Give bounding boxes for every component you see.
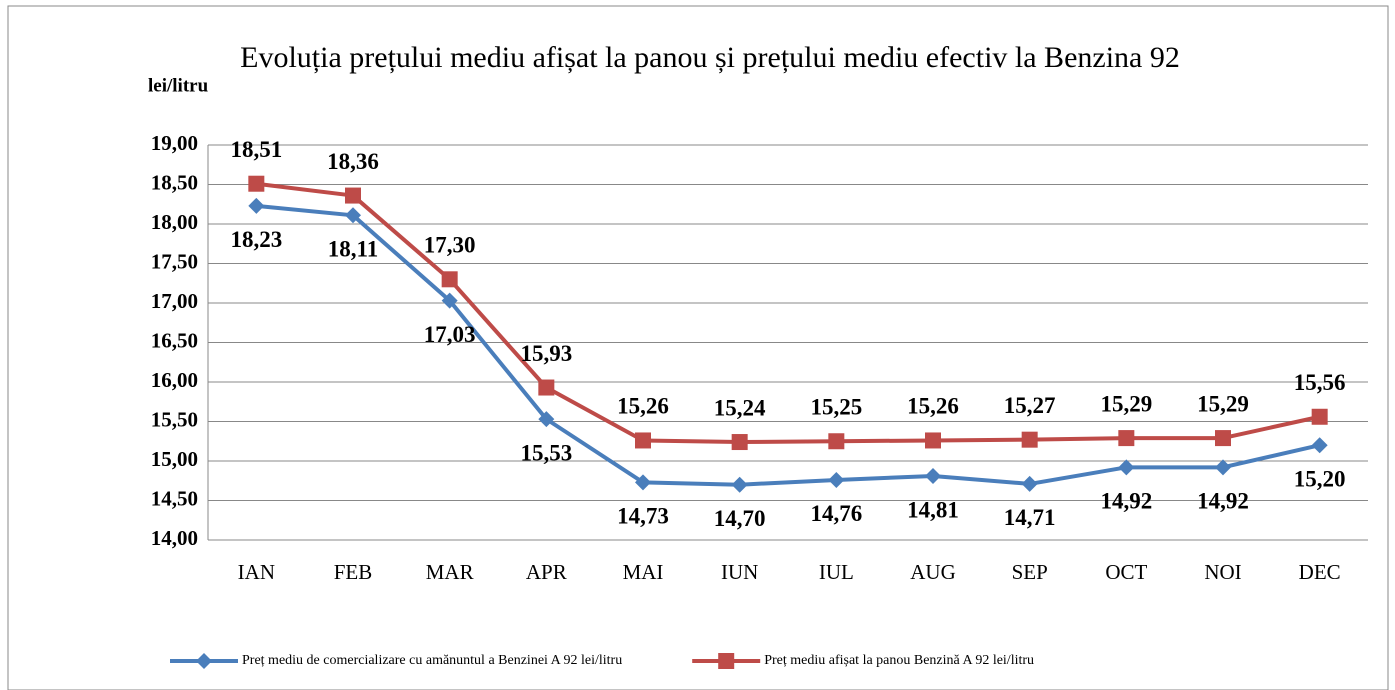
legend-label: Preț mediu afișat la panou Benzină A 92 … — [764, 653, 1034, 668]
x-tick-label: MAR — [426, 560, 474, 584]
y-tick-label: 18,00 — [151, 210, 198, 234]
data-label: 15,93 — [520, 341, 572, 366]
x-tick-label: SEP — [1012, 560, 1048, 584]
marker — [718, 653, 735, 669]
data-label: 18,11 — [328, 237, 378, 262]
chart-frame — [7, 5, 1389, 690]
x-tick-label: AUG — [910, 560, 956, 584]
marker — [538, 411, 555, 428]
data-label: 15,20 — [1294, 466, 1346, 491]
data-label: 15,26 — [617, 394, 669, 419]
data-label: 15,27 — [1004, 393, 1056, 418]
marker — [1215, 459, 1231, 476]
marker — [925, 432, 941, 449]
marker — [1118, 459, 1135, 476]
y-tick-label: 14,00 — [151, 526, 198, 550]
x-tick-label: IUN — [721, 560, 758, 584]
line — [256, 203, 1321, 487]
y-tick-label: 19,00 — [151, 131, 198, 155]
x-tick-label: DEC — [1299, 560, 1341, 584]
marker — [635, 474, 651, 491]
data-label: 18,51 — [230, 137, 282, 162]
data-label: 14,92 — [1100, 489, 1152, 514]
data-label: 15,29 — [1197, 391, 1249, 416]
data-label: 15,26 — [907, 394, 959, 419]
legend-label: Preț mediu de comercializare cu amănuntu… — [242, 653, 622, 668]
data-label: 15,29 — [1100, 391, 1152, 416]
marker — [1118, 430, 1135, 447]
x-tick-label: MAI — [623, 560, 664, 584]
marker — [1311, 437, 1328, 454]
marker — [1021, 431, 1038, 448]
marker — [635, 432, 651, 449]
marker — [345, 207, 361, 224]
y-tick-label: 15,00 — [151, 447, 198, 471]
data-label: 17,30 — [424, 233, 476, 258]
y-tick-label: 16,50 — [151, 328, 198, 352]
x-tick-label: OCT — [1105, 560, 1147, 584]
data-label: 15,25 — [810, 395, 862, 420]
chart-title: Evoluția prețului mediu afișat la panou … — [240, 41, 1180, 74]
marker — [441, 292, 458, 309]
x-tick-label: FEB — [334, 560, 373, 584]
data-label: 14,70 — [714, 506, 766, 531]
data-label: 15,56 — [1294, 370, 1346, 395]
marker — [1215, 430, 1231, 447]
marker — [925, 468, 941, 485]
marker — [828, 433, 845, 450]
marker — [731, 476, 748, 493]
data-label: 18,23 — [230, 227, 282, 252]
marker — [1311, 408, 1328, 425]
marker — [731, 434, 748, 451]
marker — [248, 175, 265, 192]
data-label: 14,92 — [1197, 489, 1249, 514]
data-label: 14,73 — [617, 504, 669, 529]
marker — [345, 187, 361, 204]
x-tick-label: APR — [526, 560, 567, 584]
y-axis-label: lei/litru — [148, 75, 209, 96]
marker — [248, 197, 265, 214]
x-tick-label: IUL — [819, 560, 854, 584]
x-tick-label: IAN — [238, 560, 275, 584]
y-tick-label: 18,50 — [151, 170, 198, 194]
data-label: 18,36 — [327, 149, 379, 174]
data-label: 15,53 — [520, 440, 572, 465]
data-label: 14,71 — [1004, 505, 1056, 530]
line — [256, 181, 1321, 445]
data-label: 17,03 — [424, 322, 476, 347]
marker — [196, 653, 212, 669]
marker — [538, 379, 555, 396]
y-tick-label: 17,00 — [151, 289, 198, 313]
y-tick-label: 16,00 — [151, 368, 198, 392]
x-tick-label: NOI — [1204, 560, 1241, 584]
y-tick-label: 15,50 — [151, 407, 198, 431]
y-tick-label: 14,50 — [151, 486, 198, 510]
data-label: 15,24 — [714, 395, 766, 420]
marker — [1021, 475, 1038, 492]
data-label: 14,76 — [810, 501, 862, 526]
marker — [441, 271, 458, 288]
y-tick-label: 17,50 — [151, 249, 198, 273]
data-label: 14,81 — [907, 497, 959, 522]
marker — [828, 471, 845, 488]
